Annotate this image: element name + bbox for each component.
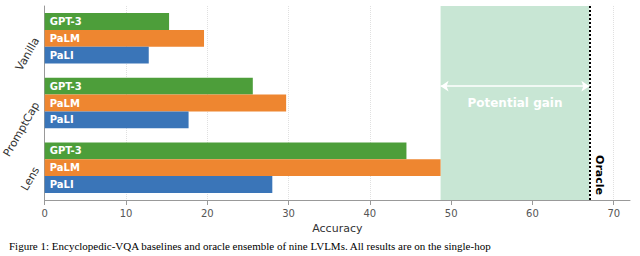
svg-text:PaLM: PaLM — [50, 98, 80, 109]
svg-text:GPT-3: GPT-3 — [50, 81, 82, 92]
svg-text:Figure 1: Encyclopedic-VQA bas: Figure 1: Encyclopedic-VQA baselines and… — [9, 240, 491, 252]
svg-text:Oracle: Oracle — [593, 155, 606, 195]
svg-text:60: 60 — [526, 208, 539, 219]
svg-text:0: 0 — [42, 208, 48, 219]
svg-text:Accuracy: Accuracy — [312, 222, 363, 235]
svg-text:GPT-3: GPT-3 — [50, 145, 82, 156]
svg-text:50: 50 — [445, 208, 458, 219]
svg-text:Vanilla: Vanilla — [13, 35, 42, 73]
svg-text:20: 20 — [201, 208, 214, 219]
svg-text:40: 40 — [363, 208, 376, 219]
svg-text:10: 10 — [120, 208, 133, 219]
svg-text:PaLM: PaLM — [50, 162, 80, 173]
svg-text:PaLI: PaLI — [50, 179, 74, 190]
svg-text:PaLI: PaLI — [50, 50, 74, 61]
svg-text:PromptCap: PromptCap — [1, 100, 43, 159]
svg-text:PaLI: PaLI — [50, 114, 74, 125]
svg-text:PaLM: PaLM — [50, 33, 80, 44]
svg-text:Lens: Lens — [18, 164, 42, 193]
svg-text:Potential gain: Potential gain — [467, 96, 562, 110]
svg-text:GPT-3: GPT-3 — [50, 16, 82, 27]
svg-text:70: 70 — [607, 208, 620, 219]
svg-text:30: 30 — [282, 208, 295, 219]
